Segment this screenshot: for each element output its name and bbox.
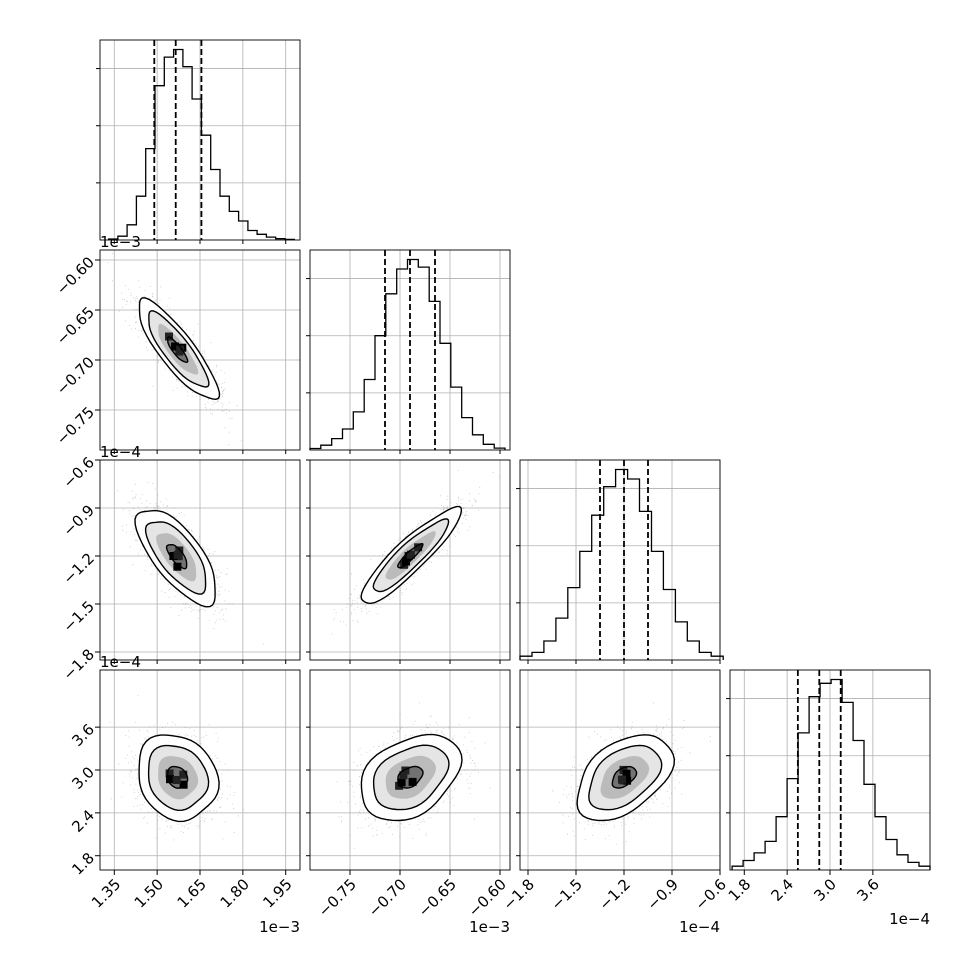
histogram-step-4 [731, 678, 931, 870]
scatter-panel-3-1 [99, 459, 301, 664]
histogram-panel-1 [96, 39, 301, 241]
x-tick-label-4-3: 3.0 [810, 875, 840, 905]
contour-3 [397, 542, 424, 569]
contour-1 [134, 509, 216, 608]
contour-2 [144, 521, 207, 595]
y-offset-label-2: 1e−3 [100, 233, 141, 251]
x-tick-label-1-2: 1.50 [131, 875, 167, 911]
axes-frame [519, 459, 721, 661]
histogram-panel-3 [516, 459, 724, 661]
y-tick-label-3-2: −1.5 [60, 597, 98, 635]
x-tick-label-1-3: 1.65 [174, 875, 210, 911]
contour-2 [372, 518, 450, 593]
y-tick-label-4-1: 1.8 [68, 849, 98, 879]
contour-1 [576, 734, 676, 822]
x-tick-label-4-4: 3.6 [853, 875, 883, 905]
scatter-panel-2-1 [99, 249, 301, 454]
x-tick-label-2-1: −0.75 [315, 875, 360, 920]
x-offset-label-1: 1e−3 [259, 918, 300, 936]
x-tick-label-3-3: −1.2 [596, 875, 634, 913]
x-tick-label-2-2: −0.70 [365, 875, 410, 920]
x-tick-label-4-2: 2.4 [768, 875, 798, 905]
x-tick-label-2-3: −0.65 [415, 875, 460, 920]
scatter-panel-4-3 [516, 669, 721, 871]
y-tick-label-2-1: −0.75 [53, 403, 98, 448]
contour-2 [372, 744, 450, 811]
x-offset-label-3: 1e−4 [679, 918, 720, 936]
histogram-panel-2 [306, 249, 511, 451]
contour-2 [588, 744, 663, 811]
scatter-panel-4-2 [306, 669, 511, 871]
y-tick-label-4-3: 3.0 [68, 763, 98, 793]
y-tick-label-3-5: −0.6 [60, 453, 98, 491]
histogram-step-3 [519, 468, 724, 660]
x-tick-label-1-5: 1.95 [259, 875, 295, 911]
y-tick-label-2-4: −0.60 [53, 253, 98, 298]
x-tick-label-3-2: −1.5 [548, 875, 586, 913]
x-tick-label-3-4: −0.9 [644, 875, 682, 913]
x-offset-label-4: 1e−4 [889, 910, 930, 928]
histogram-panel-4 [726, 669, 931, 871]
y-tick-label-2-2: −0.70 [53, 353, 98, 398]
x-offset-label-2: 1e−3 [469, 918, 510, 936]
contour-3 [167, 336, 189, 364]
contour-3 [611, 765, 638, 789]
y-tick-label-3-3: −1.2 [60, 549, 98, 587]
scatter-panel-3-2 [306, 459, 511, 664]
y-offset-label-3: 1e−4 [100, 443, 141, 461]
y-tick-label-3-1: −1.8 [60, 645, 98, 683]
contour-1 [360, 505, 463, 605]
contour-2 [147, 744, 210, 812]
x-tick-label-4-1: 1.8 [725, 875, 755, 905]
x-tick-label-3-5: −0.6 [692, 875, 730, 913]
y-tick-label-4-2: 2.4 [68, 806, 98, 836]
x-tick-label-3-1: −1.8 [500, 875, 538, 913]
y-tick-label-4-4: 3.6 [68, 720, 98, 750]
x-tick-label-1-4: 1.80 [217, 875, 253, 911]
axes-frame [309, 459, 511, 661]
contour-2 [148, 310, 210, 388]
y-tick-label-2-3: −0.65 [53, 303, 98, 348]
axes-frame [309, 249, 511, 451]
scatter-panel-4-1 [99, 669, 301, 871]
y-offset-label-4: 1e−4 [100, 653, 141, 671]
contour-3 [166, 765, 189, 789]
contour-3 [397, 765, 424, 789]
contour-3 [165, 544, 188, 570]
histogram-step-2 [309, 258, 506, 450]
contour-1 [138, 297, 221, 401]
x-tick-label-1-1: 1.35 [88, 875, 124, 911]
contour-1 [360, 733, 463, 822]
y-tick-label-3-4: −0.9 [60, 501, 98, 539]
contour-1 [138, 734, 220, 823]
